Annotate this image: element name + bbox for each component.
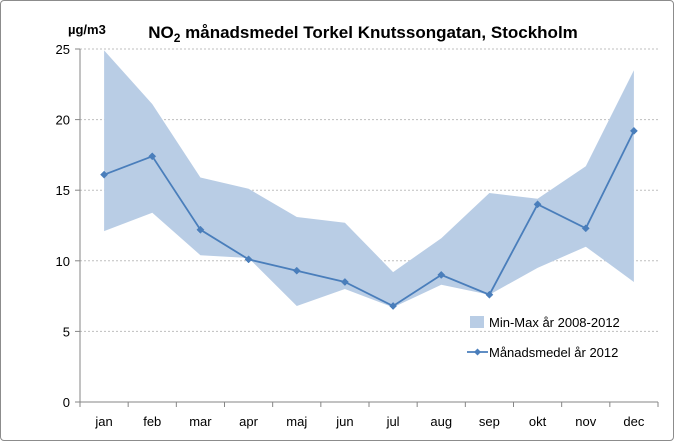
monthly-mean-point-jan xyxy=(100,170,109,179)
y-tick-label-20: 20 xyxy=(56,113,70,128)
monthly-mean-line xyxy=(103,130,635,308)
chart-title: NO2 månadsmedel Torkel Knutssongatan, St… xyxy=(148,23,578,45)
monthly-mean-point-mar xyxy=(196,225,205,234)
y-tick-label-0: 0 xyxy=(63,395,70,410)
x-tick-label-aug: aug xyxy=(430,414,452,429)
legend: Min-Max år 2008-2012 Månadsmedel år 2012 xyxy=(467,315,620,360)
y-tick-labels: 0 5 10 15 20 25 xyxy=(56,42,70,410)
monthly-mean-point-apr xyxy=(244,255,253,264)
monthly-mean-point-nov xyxy=(581,224,590,233)
line-series-layer xyxy=(100,126,638,310)
y-tick-label-25: 25 xyxy=(56,42,70,57)
x-tick-label-feb: feb xyxy=(143,414,161,429)
monthly-mean-point-dec xyxy=(629,126,638,135)
legend-label-monthly-mean: Månadsmedel år 2012 xyxy=(489,345,618,360)
monthly-mean-point-maj xyxy=(292,266,301,275)
legend-label-min-max: Min-Max år 2008-2012 xyxy=(489,315,620,330)
x-tick-label-jul: jul xyxy=(386,414,400,429)
monthly-mean-point-okt xyxy=(533,200,542,209)
x-tick-label-sep: sep xyxy=(479,414,500,429)
monthly-mean-point-feb xyxy=(148,152,157,161)
y-tick-label-15: 15 xyxy=(56,183,70,198)
x-tick-label-jun: jun xyxy=(335,414,353,429)
monthly-mean-point-jun xyxy=(340,278,349,286)
x-tick-label-okt: okt xyxy=(529,414,547,429)
legend-swatch-min-max xyxy=(470,316,484,328)
monthly-mean-point-sep xyxy=(485,290,494,299)
x-tick-labels: jan feb mar apr maj jun jul aug sep okt nov dec xyxy=(94,414,644,429)
axis-layer xyxy=(75,48,659,407)
x-tick-label-dec: dec xyxy=(623,414,644,429)
monthly-mean-point-jul xyxy=(389,302,398,310)
chart-title-rest: månadsmedel Torkel Knutssongatan, Stockh… xyxy=(180,23,577,42)
chart-title-main: NO xyxy=(148,23,174,42)
min-max-area xyxy=(104,50,634,308)
y-tick-label-10: 10 xyxy=(56,254,70,269)
x-tick-label-maj: maj xyxy=(286,414,307,429)
y-tick-label-5: 5 xyxy=(63,324,70,339)
x-tick-label-jan: jan xyxy=(94,414,112,429)
range-area-layer xyxy=(104,50,634,308)
y-axis-unit-label: µg/m3 xyxy=(68,22,106,37)
x-tick-label-nov: nov xyxy=(575,414,596,429)
chart-title-subscript: 2 xyxy=(174,31,181,45)
monthly-mean-point-aug xyxy=(437,270,446,279)
x-tick-label-apr: apr xyxy=(239,414,258,429)
legend-swatch-marker xyxy=(474,348,481,356)
x-tick-label-mar: mar xyxy=(189,414,212,429)
